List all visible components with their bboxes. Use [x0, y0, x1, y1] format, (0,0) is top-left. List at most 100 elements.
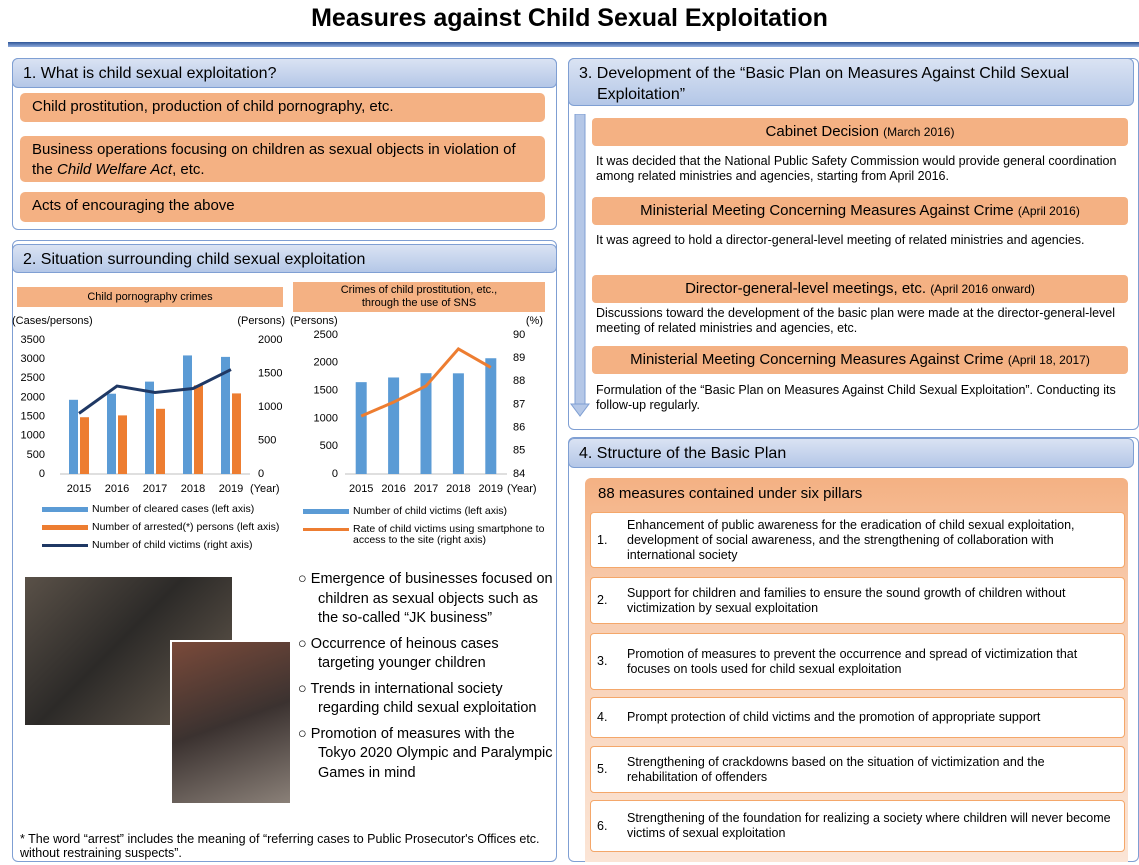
y-tick-label: 500 [320, 440, 338, 452]
pillar-number: 3. [597, 654, 608, 668]
step-text: Discussions toward the development of th… [596, 306, 1116, 335]
bar [118, 415, 127, 474]
pillar-number: 2. [597, 593, 608, 607]
item-text: Business operations focusing on children… [32, 141, 516, 178]
pillar-number: 4. [597, 710, 608, 724]
legend-label: Number of arrested(*) persons (left axis… [92, 521, 280, 533]
bar [452, 373, 464, 474]
x-axis-label: (Year) [507, 483, 537, 495]
bar [420, 373, 432, 474]
bar [232, 393, 241, 474]
y-tick-label: 0 [332, 468, 338, 480]
step-text: It was agreed to hold a director-general… [596, 233, 1085, 247]
pillar-number: 5. [597, 762, 608, 776]
pillar: 6. Strengthening of the foundation for re… [590, 800, 1125, 852]
legend-swatch [303, 528, 349, 531]
y2-tick-label: 85 [513, 445, 525, 457]
x-tick-label: 2018 [181, 483, 205, 495]
y-tick-label: 1500 [314, 385, 338, 397]
section-3-heading: 3. Development of the “Basic Plan on Mea… [568, 58, 1134, 106]
legend-swatch [42, 525, 88, 530]
y-tick-label: 1500 [21, 410, 45, 422]
bar [69, 399, 78, 474]
pillar-text: Support for children and families to ens… [627, 585, 1066, 615]
legend-entry: Number of child victims (left axis) [303, 506, 558, 517]
bar [388, 377, 400, 474]
step-date: (April 2016) [1017, 204, 1080, 218]
y-tick-label: 2000 [314, 357, 338, 369]
page-title: Measures against Child Sexual Exploitati… [311, 4, 828, 32]
footnote: * The word “arrest” includes the meaning… [20, 832, 540, 860]
y2-tick-label: 87 [513, 398, 525, 410]
bar [145, 381, 154, 474]
line-series [360, 346, 492, 418]
step-title: Ministerial Meeting Concerning Measures … [592, 197, 1128, 225]
section-4-heading: 4. Structure of the Basic Plan [568, 438, 1134, 468]
pillar-number: 1. [597, 532, 608, 547]
y-tick-label: 3000 [21, 353, 45, 365]
legend: Number of cleared cases (left axis) Numbe… [42, 504, 282, 558]
pillar-number: 6. [597, 818, 608, 833]
y2-tick-label: 1000 [258, 401, 282, 413]
step-title: Cabinet Decision (March 2016) [592, 118, 1128, 146]
pillar: 3. Promotion of measures to prevent the o… [590, 633, 1125, 690]
y2-tick-label: 2000 [258, 334, 282, 346]
pillar: 4. Prompt protection of child victims and… [590, 697, 1125, 738]
step-name: Cabinet Decision [765, 123, 879, 140]
x-tick-label: 2017 [143, 483, 167, 495]
legend-label: Number of child victims (right axis) [92, 539, 253, 551]
step-text: Formulation of the “Basic Plan on Measur… [596, 383, 1116, 412]
x-axis-label: (Year) [250, 483, 280, 495]
chart-title: Child pornography crimes [17, 287, 283, 307]
step-text: It was decided that the National Public … [596, 154, 1117, 183]
timeline-arrow [570, 114, 590, 417]
pillar: 2. Support for children and families to e… [590, 577, 1125, 624]
pillar-text: Promotion of measures to prevent the occ… [627, 646, 1078, 676]
x-tick-label: 2019 [219, 483, 243, 495]
photo [170, 640, 292, 805]
section-1-heading: 1. What is child sexual exploitation? [12, 58, 557, 88]
y-tick-label: 1000 [314, 412, 338, 424]
legend-entry: Number of cleared cases (left axis) [42, 504, 282, 515]
chart: (Cases/persons) (Persons) 0 500 1000 1500 2000… [12, 315, 285, 495]
item-italic: Child Welfare Act [57, 161, 173, 178]
definition-item: Business operations focusing on children… [20, 136, 545, 182]
y2-axis-label: (%) [526, 315, 543, 327]
bar [183, 355, 192, 474]
y-tick-label: 1000 [21, 430, 45, 442]
step-date: (April 2016 onward) [930, 282, 1035, 296]
definition-item: Child prostitution, production of child … [20, 93, 545, 122]
step-date: (March 2016) [883, 125, 955, 139]
legend-entry: Rate of child victims using smartphone t… [303, 524, 558, 546]
bar [221, 356, 230, 474]
x-tick-label: 2016 [105, 483, 129, 495]
chart: (Persons) (%) 0 500 1000 1500 2000 2500 84 85 86 87… [290, 315, 543, 495]
y-axis-label: (Cases/persons) [12, 315, 93, 327]
x-tick-label: 2019 [479, 483, 503, 495]
pillar: 1. Enhancement of public awareness for th… [590, 512, 1125, 568]
y2-tick-label: 89 [513, 352, 525, 364]
y2-axis-label: (Persons) [237, 315, 285, 327]
step-title: Ministerial Meeting Concerning Measures … [592, 346, 1128, 374]
y2-tick-label: 0 [258, 468, 264, 480]
bullet: ○ Occurrence of heinous cases targeting … [298, 635, 499, 672]
y2-tick-label: 90 [513, 329, 525, 341]
pillar-text: Strengthening of the foundation for real… [627, 811, 1111, 840]
x-tick-label: 2015 [349, 483, 373, 495]
bullet: ○ Emergence of businesses focused on chi… [298, 571, 553, 626]
bar [80, 417, 89, 474]
chart-container: Crimes of child prostitution, etc., thro… [288, 280, 560, 565]
y-tick-label: 3500 [21, 334, 45, 346]
y-tick-label: 2500 [21, 372, 45, 384]
step-date: (April 18, 2017) [1007, 353, 1090, 367]
y-tick-label: 2500 [314, 329, 338, 341]
pillar-text: Enhancement of public awareness for the … [627, 517, 1075, 562]
chart-title: Crimes of child prostitution, etc., thro… [293, 282, 545, 312]
line-series [78, 368, 232, 415]
legend-entry: Number of child victims (right axis) [42, 540, 282, 551]
y-tick-label: 0 [39, 468, 45, 480]
item-text: , etc. [172, 161, 205, 178]
x-tick-label: 2017 [414, 483, 438, 495]
bullet: ○ Trends in international society regard… [298, 680, 537, 717]
